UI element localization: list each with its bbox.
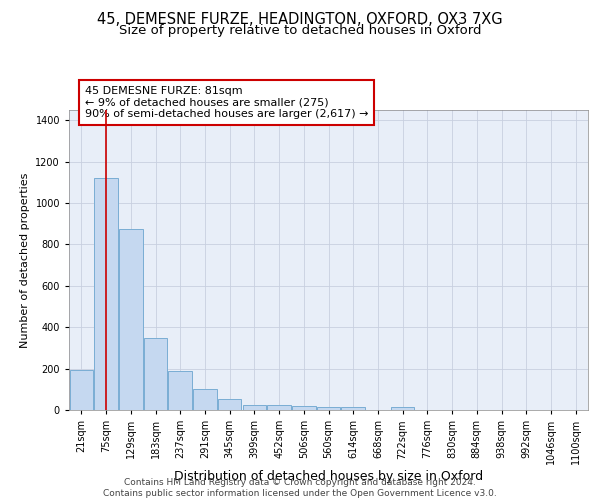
Text: Contains HM Land Registry data © Crown copyright and database right 2024.
Contai: Contains HM Land Registry data © Crown c…: [103, 478, 497, 498]
Bar: [317, 407, 340, 410]
Bar: [169, 370, 192, 410]
Bar: [144, 338, 167, 410]
Bar: [341, 407, 365, 410]
Bar: [193, 390, 217, 410]
X-axis label: Distribution of detached houses by size in Oxford: Distribution of detached houses by size …: [174, 470, 483, 483]
Text: 45, DEMESNE FURZE, HEADINGTON, OXFORD, OX3 7XG: 45, DEMESNE FURZE, HEADINGTON, OXFORD, O…: [97, 12, 503, 28]
Bar: [94, 178, 118, 410]
Text: Size of property relative to detached houses in Oxford: Size of property relative to detached ho…: [119, 24, 481, 37]
Bar: [391, 407, 415, 410]
Text: 45 DEMESNE FURZE: 81sqm
← 9% of detached houses are smaller (275)
90% of semi-de: 45 DEMESNE FURZE: 81sqm ← 9% of detached…: [85, 86, 368, 119]
Bar: [218, 399, 241, 410]
Bar: [70, 370, 93, 410]
Bar: [268, 406, 291, 410]
Bar: [119, 229, 143, 410]
Bar: [242, 406, 266, 410]
Bar: [292, 406, 316, 410]
Y-axis label: Number of detached properties: Number of detached properties: [20, 172, 30, 348]
